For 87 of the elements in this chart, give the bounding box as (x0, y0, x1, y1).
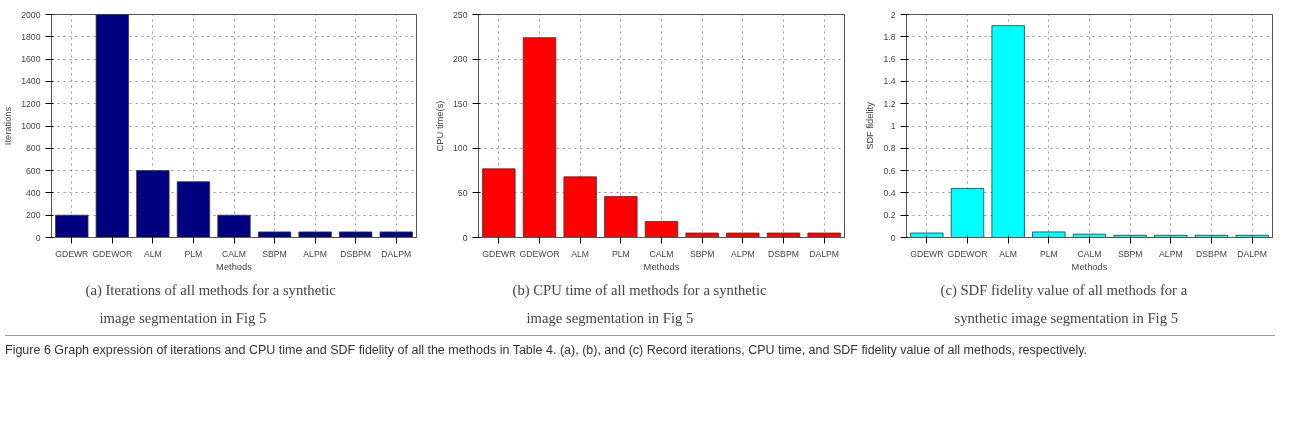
bar (298, 231, 332, 238)
bar (95, 14, 129, 238)
y-tick-label: 0.2 (883, 210, 896, 221)
y-tick-label: 50 (457, 187, 468, 198)
bar (217, 214, 251, 238)
y-tick-label: 800 (26, 143, 41, 154)
y-tick-label: 1.4 (883, 76, 896, 87)
bar (339, 231, 373, 238)
y-tick-label: 600 (26, 165, 41, 176)
y-tick-label: 0 (890, 232, 896, 243)
x-tick-label: SBPM (262, 248, 287, 259)
x-tick-label: SBPM (1117, 248, 1143, 259)
x-tick-label: GDEWOR (519, 248, 560, 259)
y-tick-label: 150 (453, 98, 468, 109)
bar (910, 232, 944, 238)
bar (950, 188, 985, 238)
x-tick-label: DSBPM (1196, 248, 1227, 259)
x-tick-label: ALM (143, 248, 162, 259)
y-tick-label: 1.6 (883, 54, 896, 65)
y-tick-label: 1800 (21, 31, 41, 42)
y-axis-title: CPU time(s) (435, 100, 446, 152)
y-tick-label: 400 (26, 187, 41, 198)
x-tick-label: CALM (1077, 248, 1102, 259)
x-tick-label: GDEWR (482, 248, 516, 259)
bar (379, 231, 413, 238)
x-tick-label: GDEWOR (92, 248, 133, 259)
bar (726, 232, 760, 238)
x-tick-label: SBPM (689, 248, 715, 259)
x-tick-label: PLM (1039, 248, 1058, 259)
x-tick-label: GDEWR (55, 248, 89, 259)
y-tick-label: 0 (462, 232, 468, 243)
y-tick-label: 1 (890, 121, 896, 131)
y-tick-label: 1200 (21, 98, 41, 109)
x-tick-label: PLM (611, 248, 630, 259)
x-axis-title: Methods (643, 261, 680, 272)
y-tick-label: 200 (453, 54, 468, 65)
x-tick-label: ALPM (731, 248, 755, 259)
x-tick-label: DALPM (809, 248, 840, 259)
bar (604, 196, 638, 238)
x-tick-label: DSBPM (340, 248, 372, 259)
y-tick-label: 1400 (21, 76, 41, 87)
y-tick-label: 200 (26, 210, 41, 221)
x-tick-label: CALM (221, 248, 247, 259)
y-tick-label: 0.8 (883, 143, 896, 154)
bar (257, 231, 292, 238)
y-tick-label: 2000 (21, 9, 41, 20)
bar (563, 176, 597, 238)
y-tick-label: 1.8 (883, 31, 896, 42)
y-tick-label: 100 (453, 143, 468, 154)
x-tick-label: GDEWOR (947, 248, 988, 259)
bar (482, 168, 516, 238)
x-tick-label: DSBPM (768, 248, 799, 259)
x-tick-label: ALM (571, 248, 590, 259)
y-tick-label: 0.4 (883, 187, 896, 198)
y-tick-label: 1600 (21, 54, 41, 65)
bar (766, 232, 801, 238)
y-tick-label: 1.2 (883, 98, 896, 109)
x-axis-title: Methods (216, 261, 253, 272)
bar (522, 37, 557, 238)
x-tick-label: DALPM (381, 248, 412, 259)
x-tick-label: DALPM (1237, 248, 1268, 259)
x-tick-label: CALM (649, 248, 674, 259)
y-tick-label: 1000 (21, 121, 41, 131)
bar (176, 181, 211, 238)
text: (b) CPU time of all methods for a synthetic image segmentation in Fig 5 (512, 281, 767, 326)
caption: Figure 6 Graph expression of iterations and CPU time and SDF fidelity of all the methods in Table 4. (a), (b), and (c) Record iterations, CPU time, and SDF fidelity value of all methods, respectively. (5, 342, 1087, 359)
x-tick-label: ALPM (1159, 248, 1183, 259)
y-axis-title: Iterations (3, 106, 14, 146)
y-tick-label: 0.6 (883, 165, 896, 176)
bar (807, 232, 841, 238)
bar (55, 214, 89, 238)
x-tick-label: GDEWR (910, 248, 944, 259)
y-tick-label: 0 (35, 232, 41, 243)
y-tick-label: 2 (890, 9, 896, 20)
y-axis-title: SDF fidelity (865, 101, 876, 150)
bar (644, 221, 679, 238)
x-tick-label: PLM (184, 248, 203, 259)
text: (a) Iterations of all methods for a synthetic image segmentation in Fig 5 (85, 281, 337, 326)
x-axis-title: Methods (1071, 261, 1108, 272)
x-tick-label: ALPM (303, 248, 327, 259)
bar (136, 170, 170, 238)
bar (685, 232, 719, 238)
bar (991, 25, 1025, 238)
x-tick-label: ALM (999, 248, 1018, 259)
text: (c) SDF fidelity value of all methods for a synthetic image segmentation in Fig 5 (940, 281, 1188, 326)
y-tick-label: 250 (453, 9, 468, 20)
bar (1032, 231, 1066, 238)
